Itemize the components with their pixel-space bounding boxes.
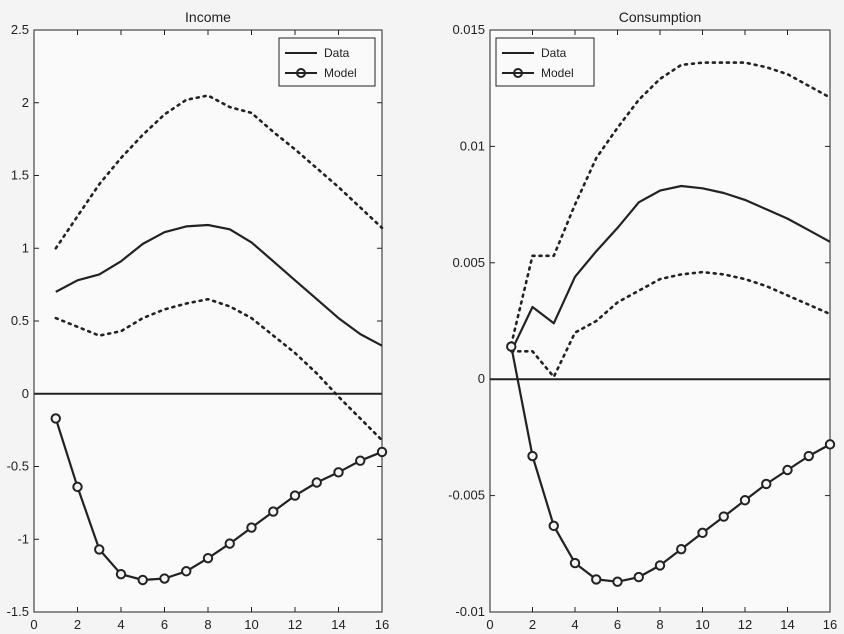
consumption-y-tick-label: 0.005: [452, 255, 485, 270]
income-model-point: [268, 506, 279, 517]
income-band-line-1: [54, 94, 384, 250]
consumption-x-tick-label: 14: [780, 617, 794, 632]
income-band-line-2: [54, 297, 384, 442]
income-model-point: [137, 574, 148, 586]
consumption-plot-area: [489, 29, 831, 613]
consumption-model-point: [824, 439, 836, 450]
income-x-tick-label: 14: [331, 617, 345, 632]
income-legend-model-marker: [296, 68, 306, 78]
consumption-model-point: [569, 557, 581, 569]
consumption-legend: Data Model: [495, 37, 595, 87]
consumption-model-point: [654, 560, 666, 571]
income-x-tick-label: 4: [117, 617, 124, 632]
consumption-band-line-1: [509, 61, 832, 346]
consumption-x-tick-label: 4: [571, 617, 578, 632]
consumption-x-tick-label: 16: [823, 617, 837, 632]
consumption-legend-data-label: Data: [541, 46, 567, 60]
income-x-tick-label: 10: [244, 617, 258, 632]
consumption-model-point: [591, 574, 602, 585]
consumption-title: Consumption: [619, 9, 702, 25]
consumption-y-tick-label: 0.01: [460, 138, 485, 153]
income-model-point: [289, 490, 301, 501]
consumption-model-point: [612, 576, 623, 587]
consumption-panel: 0 2 4 6 8 10 12 14 16-0.01-0.00500.0050.010.015 …: [448, 9, 837, 632]
income-title: Income: [185, 9, 231, 25]
income-y-tick-label: 0: [22, 386, 29, 401]
income-ticks: 0 2 4 6 8 10 12 14 16 -1.5 -1 -0.5 0 0.5 1 1.5 2 2.5: [7, 22, 390, 632]
consumption-x-tick-label: 10: [695, 617, 709, 632]
consumption-model-point: [803, 450, 814, 462]
consumption-model-point: [697, 527, 708, 539]
income-model-point: [115, 568, 127, 580]
income-y-tick-label: 2: [22, 95, 29, 110]
consumption-data-line: [510, 184, 831, 352]
income-legend-data-label: Data: [324, 46, 350, 60]
income-model-point: [376, 446, 388, 458]
income-y-tick-label: 1: [22, 240, 29, 255]
consumption-model-point: [633, 571, 644, 583]
consumption-y-tick-label: 0: [478, 371, 485, 386]
income-legend: Data Model: [278, 37, 376, 87]
income-model-point: [202, 552, 214, 564]
income-legend-model-label: Model: [324, 66, 357, 80]
income-x-tick-label: 16: [375, 617, 389, 632]
consumption-ticks: 0 2 4 6 8 10 12 14 16 -0.01 -0.005 0 0.005 0.01 0.015: [448, 22, 837, 632]
consumption-model-point: [739, 495, 751, 506]
consumption-legend-box: [495, 37, 595, 87]
consumption-model-point: [718, 511, 729, 522]
income-model-point: [159, 573, 170, 584]
income-model-point: [94, 544, 105, 555]
consumption-model-point: [761, 478, 772, 490]
income-x-tick-label: 8: [204, 617, 211, 632]
consumption-x-tick-label: 6: [614, 617, 621, 632]
income-legend-box: [278, 37, 376, 87]
consumption-series: [490, 61, 836, 587]
income-series: [34, 94, 388, 586]
consumption-x-tick-label: 12: [738, 617, 752, 632]
income-model-point: [72, 481, 83, 493]
income-x-tick-label: 0: [30, 617, 37, 632]
consumption-model-point: [527, 450, 538, 462]
consumption-model-point: [782, 464, 793, 476]
income-x-tick-label: 12: [288, 617, 302, 632]
income-panel: 0 2 4 6 8 10 12 14 16 -1.5 -1 -0.5 0 0.5 1 1.5 2 2.5 Inco…: [7, 9, 390, 632]
income-model-point: [246, 522, 257, 533]
consumption-y-tick-label: 0.015: [452, 22, 485, 37]
income-x-tick-label: 2: [74, 617, 81, 632]
consumption-x-tick-label: 0: [486, 617, 493, 632]
income-model-point: [50, 413, 61, 424]
consumption-legend-model-label: Model: [541, 66, 574, 80]
income-model-point: [224, 538, 235, 549]
income-x-tick-label: 6: [161, 617, 168, 632]
income-data-line: [55, 223, 383, 347]
consumption-model-point: [548, 520, 559, 532]
income-model-point: [311, 477, 322, 488]
consumption-model-line: [510, 346, 831, 583]
income-model-point: [355, 455, 366, 466]
consumption-model-point: [676, 543, 687, 555]
consumption-x-tick-label: 2: [529, 617, 536, 632]
income-y-tick-label: -0.5: [7, 459, 29, 474]
income-y-tick-label: -1.5: [7, 604, 29, 619]
consumption-legend-model-marker: [513, 68, 523, 78]
income-model-point: [181, 566, 192, 577]
consumption-band-line-2: [509, 270, 832, 379]
income-plot-area: [33, 29, 383, 613]
income-model-point: [333, 467, 344, 478]
consumption-y-tick-label: -0.005: [448, 488, 485, 503]
income-y-tick-label: 0.5: [11, 313, 29, 328]
income-model-line: [54, 418, 383, 582]
consumption-x-tick-label: 8: [656, 617, 663, 632]
consumption-y-tick-label: -0.01: [455, 604, 485, 619]
income-y-tick-label: -1: [17, 531, 29, 546]
consumption-model-point: [506, 341, 517, 352]
income-y-tick-label: 2.5: [11, 22, 29, 37]
income-y-tick-label: 1.5: [11, 168, 29, 183]
